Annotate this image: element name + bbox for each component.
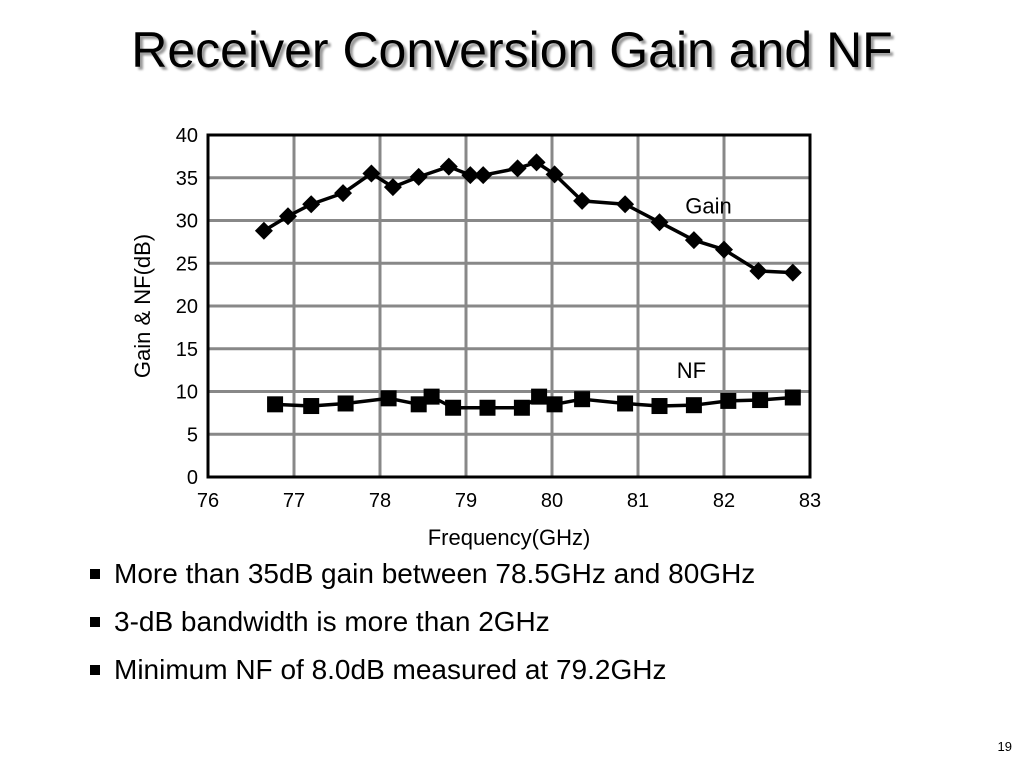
data-point-nf	[423, 388, 440, 405]
nf-series-annotation: NF	[677, 358, 706, 383]
x-tick-label: 81	[627, 490, 649, 512]
data-point-nf	[752, 392, 769, 409]
bullet-item: Minimum NF of 8.0dB measured at 79.2GHz	[88, 654, 755, 702]
data-point-nf	[479, 399, 496, 416]
data-point-gain	[461, 166, 480, 185]
gain-nf-chart: 76 77 78 79 80 81 82 83 0 5 10 15 20 25 30 35 40 Frequen…	[130, 125, 821, 550]
bullet-text: 3-dB bandwidth is more than 2GHz	[114, 606, 550, 637]
data-point-nf	[337, 395, 354, 412]
data-point-gain	[362, 164, 381, 183]
x-tick-label: 76	[197, 490, 219, 512]
data-point-nf	[574, 391, 591, 408]
slide-title: Receiver Conversion Gain and NF	[131, 22, 893, 78]
bullet-square-icon	[90, 569, 100, 579]
x-tick-label: 80	[541, 490, 563, 512]
gain-series-annotation: Gain	[685, 194, 731, 219]
y-tick-label: 5	[187, 424, 198, 446]
data-point-nf	[651, 398, 668, 415]
data-point-gain	[334, 184, 353, 203]
page-number: 19	[997, 739, 1012, 754]
data-point-gain	[302, 195, 321, 214]
tick-labels: 76 77 78 79 80 81 82 83 0 5 10 15 20 25 30 35 40	[176, 125, 821, 512]
grid-lines	[208, 135, 810, 477]
data-point-gain	[527, 153, 546, 172]
y-tick-label: 10	[176, 382, 198, 404]
data-point-gain	[409, 167, 428, 186]
x-tick-label: 82	[713, 490, 735, 512]
data-point-gain	[749, 261, 768, 280]
bullet-square-icon	[90, 665, 100, 675]
bullet-item: 3-dB bandwidth is more than 2GHz	[88, 606, 755, 654]
data-point-gain	[508, 159, 527, 178]
data-point-gain	[545, 165, 564, 184]
x-tick-label: 77	[283, 490, 305, 512]
data-point-nf	[410, 396, 427, 413]
data-point-nf	[380, 390, 397, 407]
x-tick-label: 83	[799, 490, 821, 512]
data-point-nf	[531, 388, 548, 405]
y-tick-label: 20	[176, 296, 198, 318]
data-point-nf	[445, 399, 462, 416]
data-point-gain	[715, 240, 733, 259]
y-axis-title: Gain & NF(dB)	[130, 234, 155, 378]
series-layer	[254, 153, 802, 416]
y-tick-label: 30	[176, 211, 198, 233]
x-tick-label: 79	[455, 490, 477, 512]
bullet-text: More than 35dB gain between 78.5GHz and …	[114, 558, 756, 589]
y-tick-label: 40	[176, 125, 198, 147]
data-point-gain	[474, 166, 493, 185]
data-point-nf	[546, 396, 563, 413]
data-point-gain	[254, 221, 273, 240]
data-point-nf	[617, 395, 634, 412]
data-point-gain	[278, 207, 297, 226]
y-tick-label: 15	[176, 339, 198, 361]
data-point-nf	[303, 398, 320, 415]
x-tick-label: 78	[369, 490, 391, 512]
bullet-text: Minimum NF of 8.0dB measured at 79.2GHz	[114, 654, 667, 685]
x-axis-title: Frequency(GHz)	[428, 525, 591, 550]
bullet-list: More than 35dB gain between 78.5GHz and …	[88, 558, 755, 702]
data-point-gain	[383, 178, 402, 197]
bullet-item: More than 35dB gain between 78.5GHz and …	[88, 558, 755, 606]
data-point-gain	[573, 191, 592, 210]
data-point-nf	[267, 396, 284, 413]
data-point-gain	[783, 263, 802, 282]
bullet-square-icon	[90, 617, 100, 627]
data-point-nf	[720, 392, 737, 409]
data-point-nf	[784, 389, 801, 406]
plot-frame	[206, 133, 812, 479]
y-tick-label: 0	[187, 467, 198, 489]
data-point-gain	[684, 231, 703, 250]
data-point-gain	[650, 213, 669, 232]
y-tick-label: 25	[176, 253, 198, 275]
data-point-nf	[513, 399, 530, 416]
data-point-gain	[439, 157, 458, 176]
y-tick-label: 35	[176, 168, 198, 190]
data-point-nf	[685, 397, 702, 414]
data-point-gain	[616, 195, 635, 214]
